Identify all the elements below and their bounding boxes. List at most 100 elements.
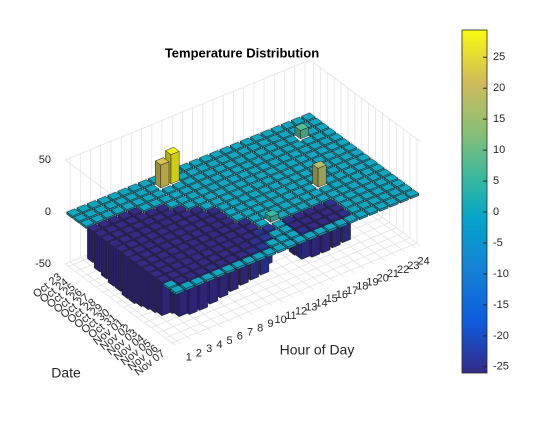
bar-top <box>373 201 389 210</box>
bar-top <box>213 259 229 268</box>
colorbar-tick-label: 15 <box>493 113 505 125</box>
bar-top <box>168 190 184 199</box>
bar-top <box>356 153 371 162</box>
bar-top <box>190 276 205 285</box>
bar-side <box>121 252 128 300</box>
bar-top <box>240 208 256 217</box>
bar-top <box>253 147 269 156</box>
bar-top <box>329 180 344 189</box>
bar-top <box>152 236 167 245</box>
bar-top <box>203 239 219 248</box>
bar-top <box>292 234 307 243</box>
bar-top <box>261 200 276 209</box>
bar-top <box>315 146 330 155</box>
bar-top <box>333 218 348 227</box>
bar-top <box>270 125 286 134</box>
bar-top <box>250 180 266 189</box>
bar-top <box>220 216 235 225</box>
bar-top <box>251 251 267 260</box>
bar-top <box>380 183 396 192</box>
bar-top <box>178 186 194 195</box>
bar-top <box>179 209 194 218</box>
bar-top <box>114 220 129 229</box>
bar-top <box>86 223 102 232</box>
bar-top <box>311 155 327 164</box>
bar-top <box>353 186 368 195</box>
bar-top <box>301 183 317 192</box>
bar-top <box>226 174 242 183</box>
bar-top <box>100 210 116 219</box>
bar-side <box>100 237 107 280</box>
bar-top <box>304 150 320 159</box>
bar-top <box>100 233 116 242</box>
bar-top <box>288 173 303 182</box>
bar-top <box>233 179 249 188</box>
y-axis-label: Date <box>51 365 81 381</box>
bar-top <box>220 264 236 273</box>
bar-top <box>117 187 132 196</box>
bar-top <box>370 187 385 196</box>
bar-top <box>297 145 313 154</box>
bar-top <box>300 112 316 121</box>
bar-top <box>278 201 293 210</box>
bar-top <box>349 195 365 204</box>
bar-top <box>271 243 287 252</box>
bar-top <box>240 184 256 193</box>
bar-top <box>321 127 337 136</box>
bar-top <box>220 240 236 249</box>
bar-top <box>236 146 252 155</box>
bar-top <box>349 171 365 180</box>
bar-top <box>113 196 129 205</box>
bar-top <box>322 222 338 231</box>
x-tick-label: 17 <box>346 285 358 297</box>
bar-top <box>138 250 154 259</box>
bar-top <box>243 175 259 184</box>
bar-top <box>219 169 235 178</box>
bar-top <box>104 224 119 233</box>
bar-top <box>260 129 275 138</box>
grid-line <box>171 139 418 344</box>
bar-top <box>161 185 177 194</box>
bar-top <box>172 252 188 261</box>
bar-top <box>321 151 337 160</box>
bar-top <box>264 238 280 247</box>
bar-top <box>159 265 174 274</box>
bar-top <box>134 188 150 197</box>
bar-top <box>229 165 245 174</box>
z-tick-label: 50 <box>39 154 51 166</box>
bar-top <box>195 187 211 196</box>
bar-top <box>188 158 204 167</box>
x-tick-label: 16 <box>336 289 348 301</box>
bar-top <box>210 244 225 253</box>
bar-top <box>254 195 269 204</box>
bar-top <box>203 263 219 272</box>
bar-top <box>200 272 216 281</box>
bar-top <box>189 205 204 214</box>
bar-top <box>226 151 241 160</box>
bar-top <box>274 163 289 172</box>
bar-top <box>288 196 304 205</box>
bar-top <box>346 204 362 213</box>
bar-top <box>223 207 239 216</box>
bar-top <box>349 148 364 157</box>
bar-top <box>247 190 262 198</box>
bar-top <box>189 229 205 238</box>
bar-top <box>397 184 413 193</box>
x-tick-label: 15 <box>326 293 338 305</box>
bar-top <box>210 268 226 277</box>
bar-top <box>173 275 188 284</box>
bar-top <box>223 231 239 240</box>
bar-top <box>230 259 246 268</box>
x-tick-label: 19 <box>366 277 378 289</box>
bar-top <box>114 244 130 253</box>
bar-top <box>168 214 184 223</box>
bar-top <box>267 158 283 167</box>
bar-top <box>312 203 328 211</box>
bar-top <box>260 152 276 161</box>
bar-top <box>250 157 265 166</box>
bar-top <box>257 233 273 242</box>
bar-top <box>165 246 181 255</box>
bar-top <box>158 194 174 203</box>
bar-top <box>227 245 243 254</box>
bar-top <box>186 238 201 247</box>
